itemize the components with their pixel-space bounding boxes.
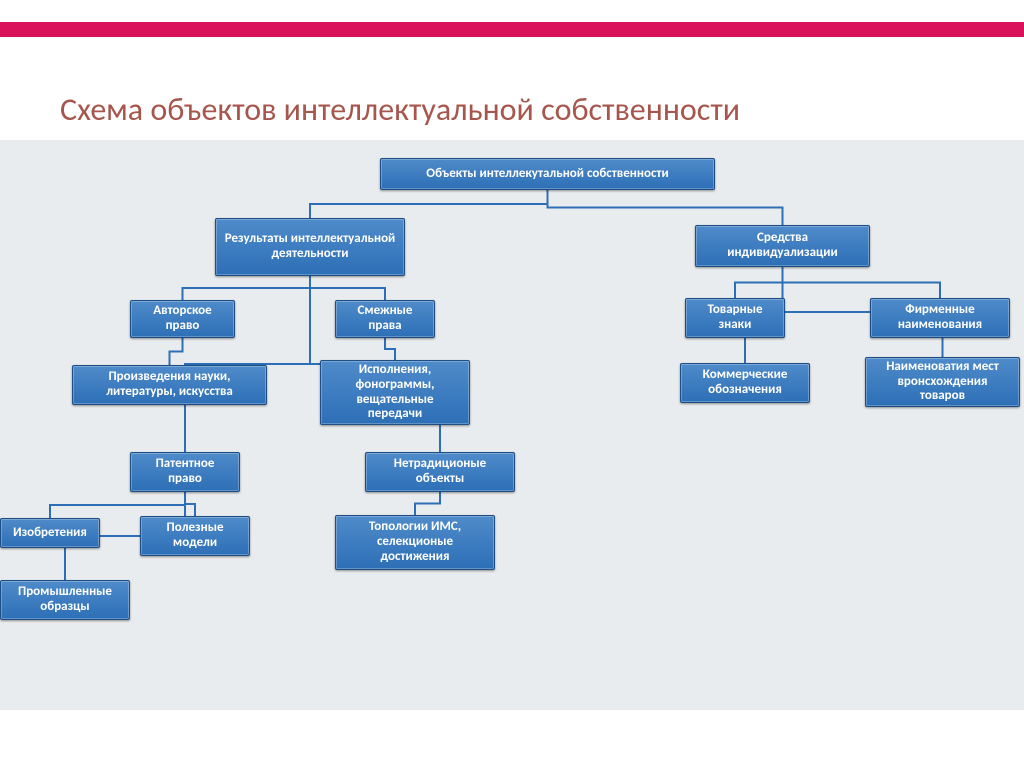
node-trademark: Товарные знаки xyxy=(685,298,785,338)
diagram-background xyxy=(0,140,1024,710)
node-results: Результаты интеллектуальной деятельности xyxy=(215,218,405,276)
node-industrial: Промышленные образцы xyxy=(0,580,130,620)
accent-bar xyxy=(0,22,1024,37)
node-brand: Фирменные наименования xyxy=(870,298,1010,338)
node-means: Средства индивидуализации xyxy=(695,225,870,267)
node-nontrad: Нетрадиционые объекты xyxy=(365,452,515,492)
page-title: Схема объектов интеллектуальной собствен… xyxy=(60,90,740,129)
node-perform: Исполнения, фонограммы, вещательные пере… xyxy=(320,360,470,425)
node-origin: Наименоватия мест вронсхождения товаров xyxy=(865,357,1020,407)
node-usefulmod: Полезные модели xyxy=(140,516,250,556)
node-copyright: Авторское право xyxy=(130,300,235,338)
node-patent: Патентное право xyxy=(130,452,240,492)
node-invention: Изобретения xyxy=(0,518,100,548)
node-neighbor: Смежные права xyxy=(335,300,435,338)
node-topology: Топологии ИМС, селекционые достижения xyxy=(335,515,495,570)
node-commerce: Коммерческие обозначения xyxy=(680,363,810,403)
node-root: Объекты интеллекутальной собственности xyxy=(380,158,715,190)
node-works: Произведения науки, литературы, искусств… xyxy=(72,365,267,405)
